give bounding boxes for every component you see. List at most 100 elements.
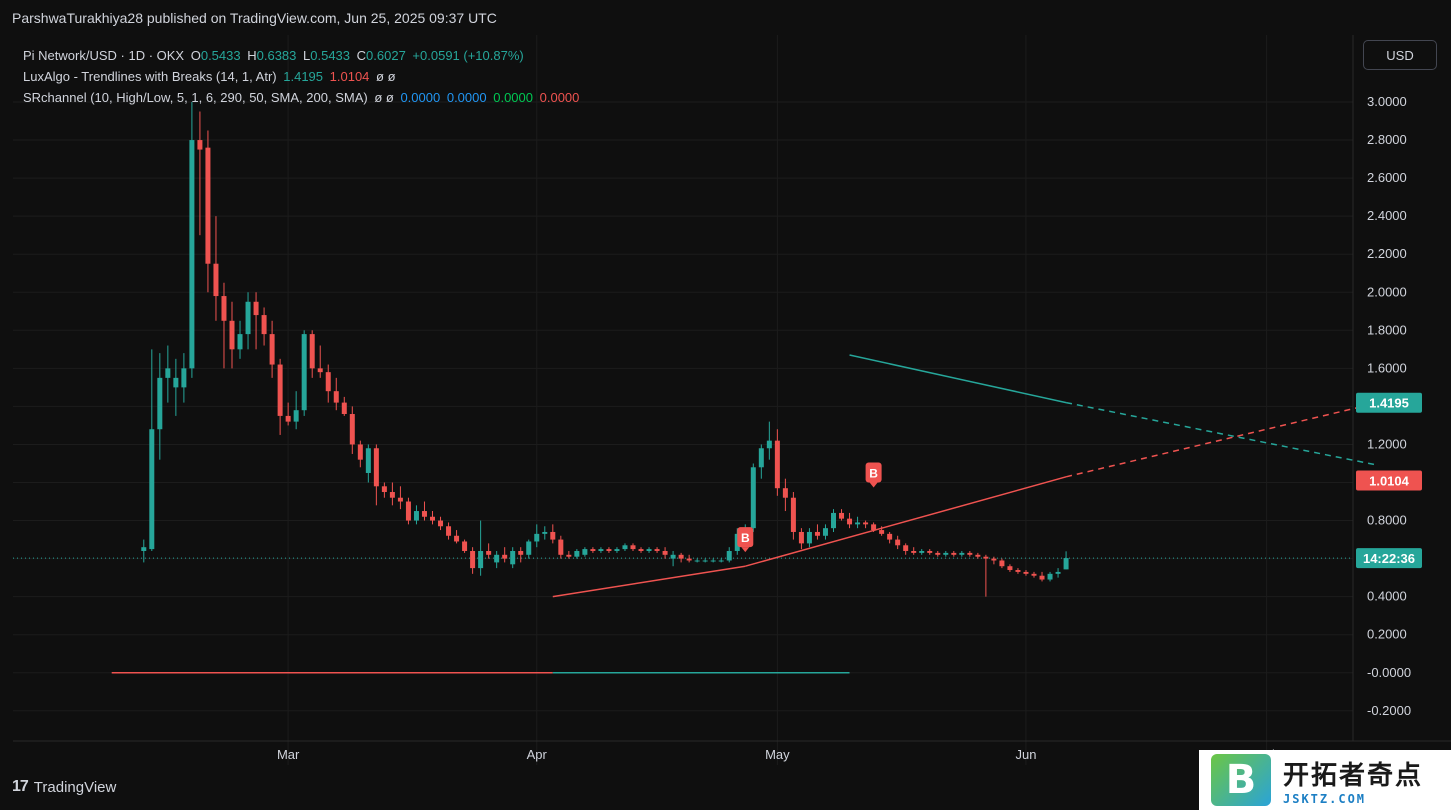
candle-body	[293, 410, 299, 422]
candle-body	[887, 533, 893, 540]
candle-body	[822, 528, 828, 536]
price-label-box	[1356, 470, 1422, 491]
break-label-text: B	[741, 531, 750, 545]
candle-body	[903, 545, 909, 551]
candle-body	[670, 554, 676, 559]
candle-body	[510, 550, 516, 565]
candle-body	[261, 315, 267, 335]
candle-body	[502, 554, 508, 559]
y-tick-label: 2.2000	[1367, 246, 1407, 261]
trendline	[1065, 401, 1380, 478]
candle-body	[421, 511, 427, 517]
watermark-logo: B 开拓者奇点 JSKTZ.COM	[1199, 750, 1451, 810]
legend-symbol-row[interactable]: Pi Network/USD · 1D · OKX O0.5433 H0.638…	[23, 45, 582, 66]
symbol-name[interactable]: Pi Network/USD · 1D · OKX	[23, 48, 185, 63]
currency-button[interactable]: USD	[1363, 40, 1437, 70]
indicator-srchannel-v3: 0.0000	[493, 90, 533, 105]
y-tick-label: 0.2000	[1367, 627, 1407, 642]
candle-body	[197, 140, 203, 150]
candle-body	[389, 492, 395, 498]
candle-body	[149, 429, 155, 550]
attribution-text: ParshwaTurakhiya28 published on TradingV…	[12, 10, 497, 26]
indicator-luxalgo-name[interactable]: LuxAlgo - Trendlines with Breaks (14, 1,…	[23, 69, 277, 84]
candle-body	[598, 549, 604, 551]
y-tick-label: -0.2000	[1367, 703, 1411, 718]
candle-body	[766, 440, 772, 449]
watermark-b-icon: B	[1211, 754, 1271, 806]
open-value: 0.5433	[200, 48, 241, 63]
legend-indicator-luxalgo[interactable]: LuxAlgo - Trendlines with Breaks (14, 1,…	[23, 66, 582, 87]
candle-body	[478, 550, 484, 569]
candle-body	[831, 512, 836, 529]
candlestick-chart[interactable]: 3.0000 2.8000 2.6000 2.4000 2.2000 2.0000 1.80…	[13, 35, 1451, 765]
candle-body	[983, 556, 989, 559]
candle-body	[373, 448, 379, 487]
candle-body	[237, 334, 243, 350]
candle-body	[365, 448, 371, 473]
candle-body	[606, 549, 612, 551]
candle-body	[526, 541, 532, 555]
candle-body	[165, 368, 171, 378]
candle-body	[301, 334, 307, 411]
candle-body	[269, 334, 275, 365]
candle-body	[325, 372, 331, 392]
candle-body	[349, 414, 355, 445]
candle-body	[694, 560, 700, 562]
y-tick-label: 2.8000	[1367, 132, 1407, 147]
candle-body	[157, 377, 163, 430]
y-tick-label: 1.8000	[1367, 322, 1407, 337]
indicator-srchannel-v2: 0.0000	[446, 90, 487, 105]
candle-body	[341, 402, 347, 415]
candle-body	[758, 448, 764, 468]
candle-body	[1015, 570, 1021, 572]
indicator-luxalgo-empty: ø ø	[376, 69, 396, 84]
candle-body	[975, 554, 981, 557]
watermark-chinese-text: 开拓者奇点	[1283, 760, 1424, 791]
candle-body	[927, 550, 933, 553]
candle-body	[855, 522, 861, 525]
trendline	[745, 476, 1067, 567]
y-tick-label: 3.0000	[1367, 94, 1407, 109]
candle-body	[590, 549, 596, 551]
y-tick-label: 2.6000	[1367, 170, 1407, 185]
break-label-text: B	[869, 467, 878, 481]
x-tick-label: Mar	[277, 747, 300, 762]
candle-body	[253, 301, 259, 316]
indicator-srchannel-name[interactable]: SRchannel (10, High/Low, 5, 1, 6, 290, 5…	[23, 90, 368, 105]
candle-body	[534, 533, 540, 542]
open-label: O	[190, 48, 201, 63]
y-tick-label: 0.4000	[1367, 589, 1407, 604]
legend-indicator-srchannel[interactable]: SRchannel (10, High/Low, 5, 1, 6, 290, 5…	[23, 87, 582, 108]
candle-body	[782, 488, 788, 498]
candle-body	[967, 552, 973, 555]
break-label-pointer	[741, 547, 750, 553]
candle-body	[1063, 558, 1069, 570]
candle-body	[999, 560, 1005, 567]
candle-body	[381, 486, 387, 493]
candle-body	[173, 377, 179, 388]
indicator-luxalgo-lower: 1.0104	[329, 69, 370, 84]
candle-body	[141, 547, 147, 551]
candle-body	[1039, 575, 1045, 580]
candle-body	[919, 550, 925, 553]
candle-body	[494, 554, 500, 563]
candle-body	[582, 549, 588, 555]
trendline	[552, 565, 746, 598]
candle-body	[333, 391, 339, 403]
candle-body	[702, 560, 708, 562]
candle-body	[221, 296, 227, 321]
y-tick-label: 2.0000	[1367, 284, 1407, 299]
tradingview-brand-label: TradingView	[33, 778, 117, 796]
candle-body	[911, 550, 917, 553]
close-label: C	[356, 48, 367, 63]
candle-body	[1007, 566, 1013, 571]
change-value: +0.0591 (+10.87%)	[412, 48, 524, 63]
chart-area[interactable]: 3.0000 2.8000 2.6000 2.4000 2.2000 2.0000 1.80…	[13, 35, 1451, 765]
tradingview-brand[interactable]: 17 TradingView	[12, 778, 116, 796]
candle-body	[205, 147, 211, 264]
candle-body	[678, 554, 684, 559]
candle-body	[245, 301, 251, 335]
candle-body	[991, 558, 997, 561]
price-label-box	[1356, 392, 1422, 413]
candle-body	[710, 560, 716, 562]
